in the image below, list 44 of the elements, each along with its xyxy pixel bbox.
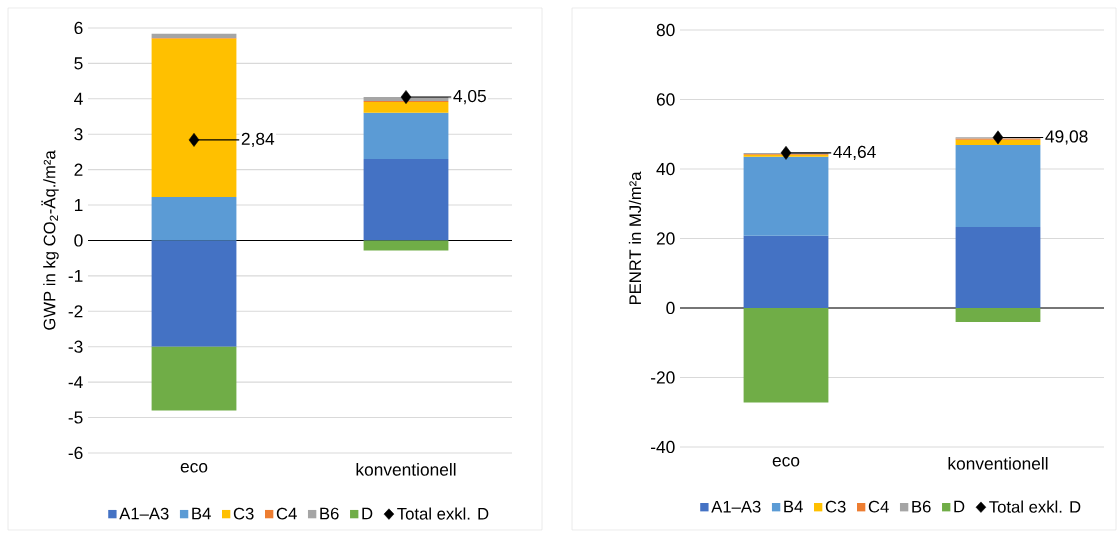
x-tick-label: konventionell [356, 463, 456, 476]
y-tick-label: 5 [74, 57, 83, 70]
y-tick-label: 4 [74, 92, 83, 105]
legend-label: B6 [912, 500, 931, 513]
y-tick-label: 20 [656, 232, 675, 245]
data-label: 49,08 [1045, 130, 1088, 145]
x-tick-label: eco [180, 463, 208, 473]
legend-label: D [954, 500, 965, 513]
legend-label: A1–A3 [711, 500, 761, 513]
data-label: 44,64 [833, 145, 876, 161]
data-label: 2,84 [241, 132, 275, 148]
legend-label: B4 [192, 507, 211, 520]
legend-label: C3 [825, 500, 846, 513]
legend-label: B6 [320, 507, 339, 520]
y-tick-label: -4 [68, 376, 83, 389]
legend-label: C4 [868, 500, 889, 513]
y-tick-label: 6 [74, 21, 83, 35]
y-tick-label: -1 [68, 269, 83, 282]
y-axis-title: PENRT in MJ/m²a [628, 171, 642, 305]
y-tick-label: 2 [74, 163, 83, 176]
legend-label: A1–A3 [119, 507, 169, 520]
legend-label: C3 [233, 507, 254, 520]
y-tick-label: -2 [68, 305, 83, 318]
y-tick-label: -40 [651, 440, 675, 454]
y-tick-label: 60 [656, 93, 675, 106]
y-tick-label: 1 [74, 199, 83, 212]
legend-label: Total exkl. D [397, 507, 489, 520]
x-tick-label: eco [772, 457, 800, 467]
y-axis-title: GWP in kg CO$_{2}$-Äq./m²a [41, 150, 59, 330]
y-tick-label: 80 [656, 23, 675, 37]
y-tick-label: -3 [68, 340, 83, 353]
legend-label: B4 [784, 500, 803, 513]
y-tick-label: 40 [656, 162, 675, 176]
y-tick-label: 0 [666, 301, 675, 315]
y-tick-label: 3 [74, 128, 83, 141]
y-tick-label: -6 [68, 446, 83, 460]
data-label: 4,05 [453, 89, 486, 105]
legend-label: D [362, 507, 373, 520]
x-tick-label: konventionell [948, 457, 1048, 470]
legend-label: C4 [276, 507, 297, 520]
y-tick-label: 0 [74, 234, 83, 247]
y-tick-label: -20 [651, 371, 675, 384]
y-tick-label: -5 [68, 411, 83, 424]
legend-label: Total exkl. D [989, 500, 1081, 513]
